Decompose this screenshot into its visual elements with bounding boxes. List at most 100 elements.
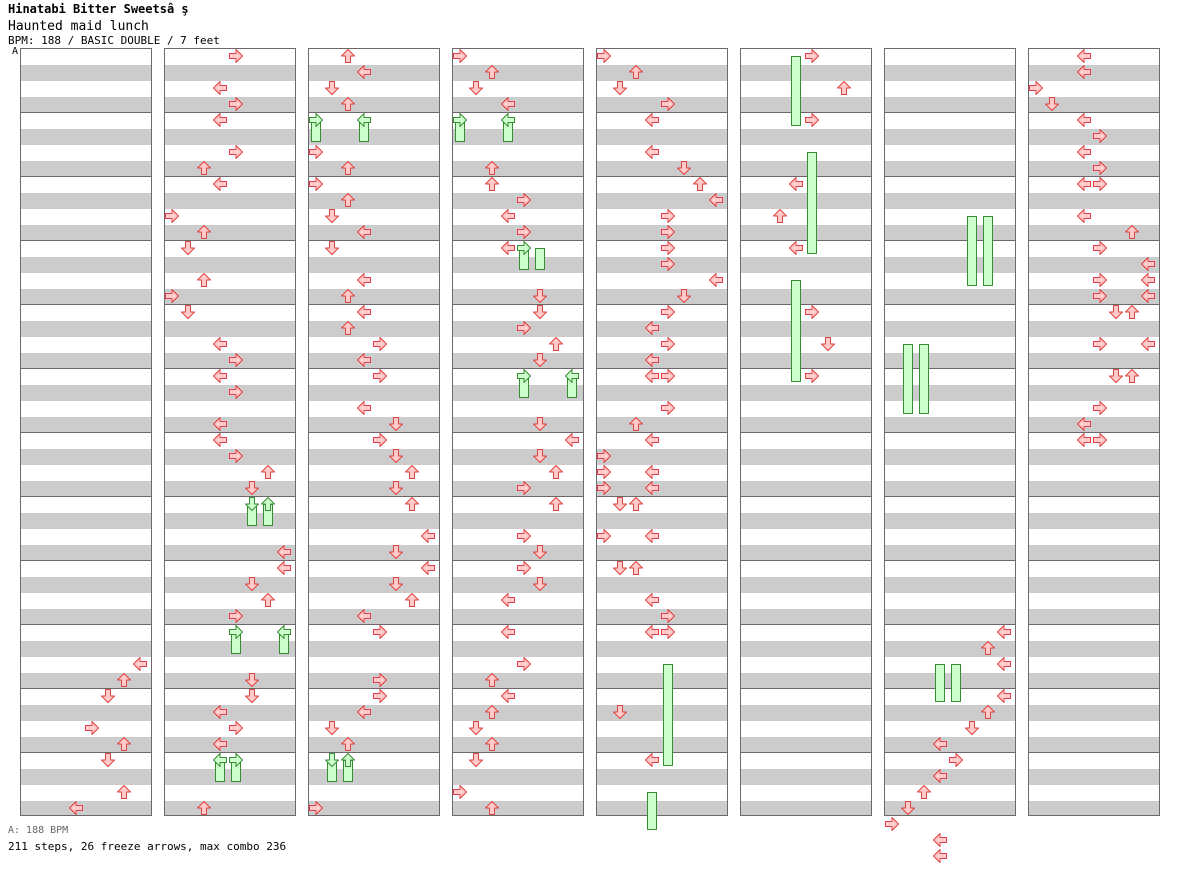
measure-line xyxy=(21,624,151,625)
chart-column-1 xyxy=(20,48,152,816)
arrow-right-icon xyxy=(1077,49,1091,63)
measure-line xyxy=(21,368,151,369)
measure-line xyxy=(1029,304,1159,305)
arrow-right-icon xyxy=(933,833,947,847)
arrow-left-icon xyxy=(1093,161,1107,175)
arrow-down-icon xyxy=(245,673,259,687)
arrow-left-icon xyxy=(453,49,467,63)
arrow-up-icon xyxy=(549,337,563,351)
measure-line xyxy=(741,304,871,305)
arrow-left-icon xyxy=(229,385,243,399)
chart-stats: 211 steps, 26 freeze arrows, max combo 2… xyxy=(8,840,287,853)
measure-line xyxy=(1029,432,1159,433)
measure-line xyxy=(741,368,871,369)
measure-line xyxy=(597,496,727,497)
measure-line xyxy=(597,176,727,177)
measure-line xyxy=(597,624,727,625)
arrow-left-icon xyxy=(661,225,675,239)
measure-line xyxy=(885,368,1015,369)
chart-column-3 xyxy=(308,48,440,816)
arrow-left-icon xyxy=(661,97,675,111)
measure-line xyxy=(741,112,871,113)
arrow-right-icon xyxy=(1077,209,1091,223)
chart-column-4 xyxy=(452,48,584,816)
arrow-up-icon xyxy=(117,785,131,799)
measure-line xyxy=(453,176,583,177)
measure-line xyxy=(453,112,583,113)
measure-line xyxy=(21,240,151,241)
arrow-down-icon xyxy=(533,577,547,591)
measure-line xyxy=(165,688,295,689)
arrow-left-icon xyxy=(309,145,323,159)
arrow-left-icon xyxy=(597,449,611,463)
measure-line xyxy=(885,624,1015,625)
measure-line xyxy=(165,304,295,305)
measure-line xyxy=(309,368,439,369)
arrow-right-icon xyxy=(213,113,227,127)
arrow-right-icon xyxy=(357,609,371,623)
measure-line xyxy=(21,688,151,689)
arrow-right-icon xyxy=(357,705,371,719)
arrow-left-icon xyxy=(517,241,531,255)
arrow-left-icon xyxy=(229,353,243,367)
arrow-left-icon xyxy=(661,369,675,383)
arrow-left-icon xyxy=(1093,241,1107,255)
arrow-up-icon xyxy=(917,785,931,799)
chart-info: BPM: 188 / BASIC DOUBLE / 7 feet xyxy=(8,34,220,47)
arrow-right-icon xyxy=(645,113,659,127)
arrow-up-icon xyxy=(485,705,499,719)
arrow-left-icon xyxy=(661,241,675,255)
arrow-right-icon xyxy=(357,273,371,287)
measure-line xyxy=(885,752,1015,753)
arrow-right-icon xyxy=(357,65,371,79)
arrow-left-icon xyxy=(517,321,531,335)
arrow-down-icon xyxy=(325,81,339,95)
freeze-arrow-body xyxy=(935,664,945,702)
arrow-up-icon xyxy=(485,737,499,751)
arrow-right-icon xyxy=(501,625,515,639)
measure-line xyxy=(1029,112,1159,113)
arrow-up-icon xyxy=(837,81,851,95)
freeze-arrow-body xyxy=(535,248,545,270)
arrow-down-icon xyxy=(533,449,547,463)
arrow-right-icon xyxy=(1077,113,1091,127)
arrow-right-icon xyxy=(501,241,515,255)
arrow-right-icon xyxy=(789,177,803,191)
arrow-up-icon xyxy=(261,465,275,479)
arrow-up-icon xyxy=(549,465,563,479)
freeze-arrow-body xyxy=(951,664,961,702)
arrow-right-icon xyxy=(645,145,659,159)
measure-line xyxy=(453,560,583,561)
song-title: Hinatabi Bitter Sweetsâ ş xyxy=(8,2,189,16)
arrow-right-icon xyxy=(933,849,947,863)
arrow-down-icon xyxy=(325,241,339,255)
arrow-left-icon xyxy=(229,145,243,159)
measure-line xyxy=(1029,176,1159,177)
arrow-right-icon xyxy=(565,369,579,383)
measure-line xyxy=(453,624,583,625)
arrow-left-icon xyxy=(373,625,387,639)
arrow-right-icon xyxy=(645,529,659,543)
measure-line xyxy=(1029,752,1159,753)
arrow-up-icon xyxy=(341,737,355,751)
measure-line xyxy=(165,112,295,113)
arrow-down-icon xyxy=(901,801,915,815)
measure-line xyxy=(741,560,871,561)
freeze-arrow-body xyxy=(919,344,929,414)
measure-line xyxy=(21,176,151,177)
arrow-right-icon xyxy=(789,241,803,255)
arrow-right-icon xyxy=(645,465,659,479)
freeze-arrow-body xyxy=(791,280,801,382)
arrow-right-icon xyxy=(213,369,227,383)
arrow-left-icon xyxy=(1093,289,1107,303)
arrow-right-icon xyxy=(1077,145,1091,159)
arrow-left-icon xyxy=(309,113,323,127)
arrow-right-icon xyxy=(1141,273,1155,287)
arrow-left-icon xyxy=(309,177,323,191)
arrow-down-icon xyxy=(613,705,627,719)
measure-line xyxy=(597,560,727,561)
arrow-down-icon xyxy=(181,241,195,255)
measure-line xyxy=(741,432,871,433)
measure-line xyxy=(21,432,151,433)
measure-line xyxy=(21,112,151,113)
